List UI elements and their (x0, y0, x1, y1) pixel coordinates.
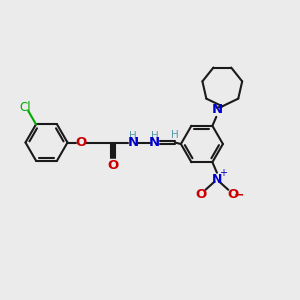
Text: −: − (234, 188, 245, 201)
Text: O: O (196, 188, 207, 201)
Text: N: N (149, 136, 160, 149)
Text: H: H (129, 131, 137, 141)
Text: O: O (107, 159, 119, 172)
Text: Cl: Cl (19, 101, 31, 114)
Text: O: O (75, 136, 87, 149)
Text: O: O (227, 188, 238, 201)
Text: H: H (151, 131, 159, 141)
Text: N: N (212, 173, 222, 186)
Text: N: N (128, 136, 139, 149)
Text: H: H (171, 130, 179, 140)
Text: +: + (220, 168, 227, 178)
Text: N: N (212, 103, 223, 116)
